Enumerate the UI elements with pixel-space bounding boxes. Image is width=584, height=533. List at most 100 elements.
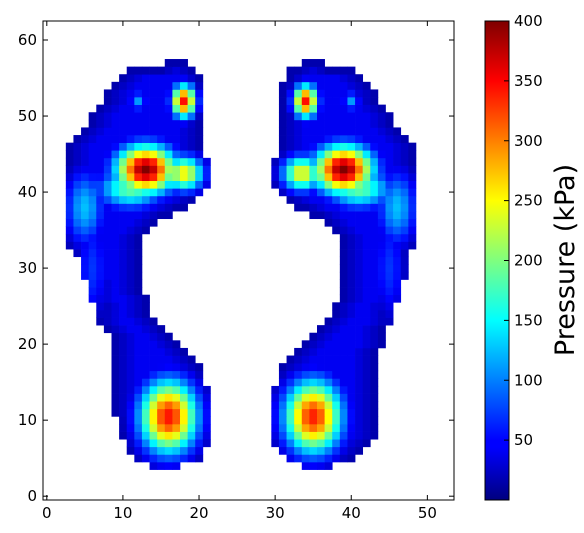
heatmap-cell [126, 157, 135, 166]
heatmap-cell [126, 112, 135, 121]
heatmap-cell [309, 211, 318, 220]
heatmap-cell [339, 66, 348, 75]
heatmap-cell [103, 97, 112, 105]
colorbar-tick-label: 250 [514, 192, 543, 210]
heatmap-cell [324, 218, 333, 227]
heatmap-cell [324, 416, 333, 425]
heatmap-cell [96, 287, 105, 296]
heatmap-cell [278, 423, 287, 432]
heatmap-cell [103, 256, 112, 265]
heatmap-cell [119, 188, 128, 197]
heatmap-cell [332, 218, 341, 227]
heatmap-cell [332, 142, 341, 151]
heatmap-cell [141, 142, 150, 151]
heatmap-cell [393, 180, 402, 189]
heatmap-cell [134, 294, 143, 303]
heatmap-cell [134, 97, 143, 105]
heatmap-cell [149, 385, 158, 394]
heatmap-cell [317, 104, 325, 113]
heatmap-cell [149, 363, 158, 372]
heatmap-cell [370, 97, 379, 105]
heatmap-cell [301, 173, 310, 182]
heatmap-cell [134, 66, 143, 75]
heatmap-cell [286, 165, 295, 174]
heatmap-cell [301, 408, 310, 417]
heatmap-cell [324, 385, 333, 394]
heatmap-cell [73, 173, 82, 182]
heatmap-cell [309, 461, 318, 470]
heatmap-cell [294, 446, 303, 455]
heatmap-cell [347, 294, 356, 303]
heatmap-cell [393, 127, 402, 136]
heatmap-cell [119, 302, 128, 311]
heatmap-cell [149, 454, 158, 463]
heatmap-cell [377, 173, 386, 182]
heatmap-cell [309, 363, 318, 372]
heatmap-cell [400, 188, 409, 197]
heatmap-cell [278, 173, 287, 182]
heatmap-cell [157, 142, 166, 151]
heatmap-cell [119, 127, 128, 136]
heatmap-cell [332, 173, 341, 182]
heatmap-cell [195, 127, 204, 136]
heatmap-cell [149, 97, 158, 105]
heatmap-cell [111, 211, 120, 220]
heatmap-cell [111, 188, 120, 197]
heatmap-cell [347, 309, 356, 318]
heatmap-cell [195, 74, 204, 83]
heatmap-cell [408, 180, 417, 189]
heatmap-cell [134, 302, 143, 311]
heatmap-cell [149, 355, 158, 364]
heatmap-cell [111, 378, 120, 387]
heatmap-cell [370, 401, 379, 410]
heatmap-cell [286, 363, 295, 372]
heatmap-cell [103, 233, 112, 242]
heatmap-cell [301, 127, 310, 136]
heatmap-cell [355, 416, 364, 425]
heatmap-cell [149, 393, 158, 402]
heatmap-cell [278, 401, 287, 410]
heatmap-cell [347, 150, 356, 159]
heatmap-cell [73, 150, 82, 159]
heatmap-cell [111, 119, 120, 128]
heatmap-cell [180, 454, 188, 463]
heatmap-cell [362, 180, 371, 189]
heatmap-cell [278, 446, 287, 455]
heatmap-cell [172, 416, 181, 425]
heatmap-cell [393, 188, 402, 197]
heatmap-cell [187, 135, 196, 143]
heatmap-cell [377, 218, 386, 227]
heatmap-cell [195, 401, 204, 410]
heatmap-cell [294, 157, 303, 166]
heatmap-cell [164, 393, 173, 402]
heatmap-cell [324, 211, 333, 220]
heatmap-cell [385, 165, 394, 174]
heatmap-cell [141, 439, 150, 448]
heatmap-cell [362, 150, 371, 159]
heatmap-cell [164, 127, 173, 136]
heatmap-cell [324, 188, 333, 197]
heatmap-cell [408, 218, 417, 227]
heatmap-cell [278, 157, 287, 166]
heatmap-cell [164, 135, 173, 143]
heatmap-cell [332, 203, 341, 212]
heatmap-cell [393, 165, 402, 174]
heatmap-cell [324, 446, 333, 455]
heatmap-cell [317, 347, 325, 356]
heatmap-cell [286, 104, 295, 113]
heatmap-cell [202, 180, 211, 189]
heatmap-cell [317, 165, 325, 174]
heatmap-cell [355, 363, 364, 372]
heatmap-cell [111, 203, 120, 212]
heatmap-cell [347, 454, 356, 463]
heatmap-cell [377, 233, 386, 242]
heatmap-cell [134, 454, 143, 463]
heatmap-cell [126, 317, 135, 326]
heatmap-cell [339, 370, 348, 379]
heatmap-cell [111, 363, 120, 372]
heatmap-cell [278, 370, 287, 379]
heatmap-cell [301, 135, 310, 143]
heatmap-cell [339, 347, 348, 356]
heatmap-cell [339, 150, 348, 159]
heatmap-cell [317, 127, 325, 136]
